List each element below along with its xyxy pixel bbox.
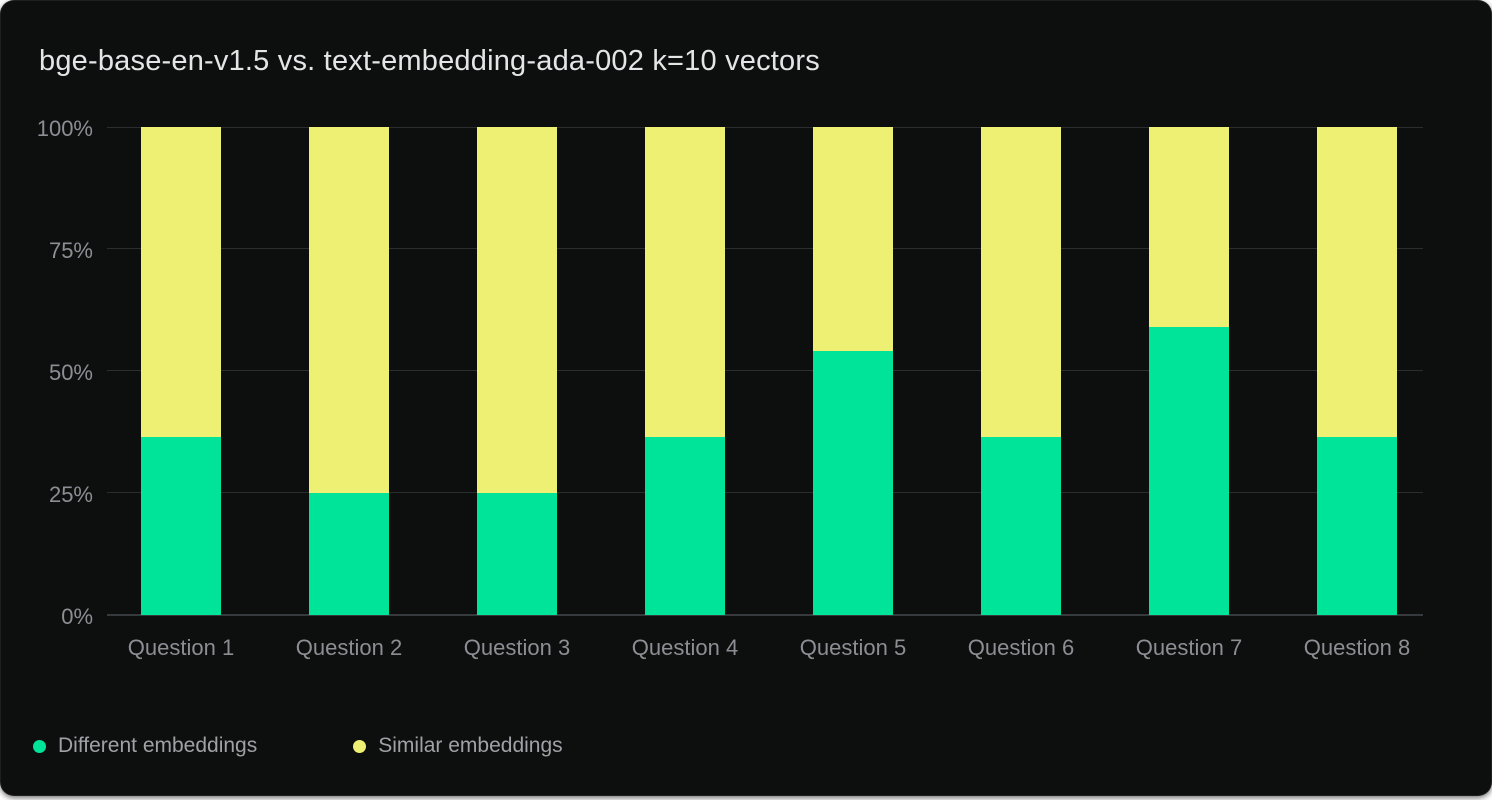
bar-question-7-similar-segment[interactable] xyxy=(1149,127,1229,327)
bar-question-7-different-segment[interactable] xyxy=(1149,326,1229,615)
legend-label-similar-embeddings: Similar embeddings xyxy=(378,734,563,757)
x-axis-tick-question-2: Question 2 xyxy=(295,635,403,660)
bar-question-1-similar-segment[interactable] xyxy=(141,127,221,437)
x-axis-tick-question-4: Question 4 xyxy=(631,635,739,660)
gridline-0pct xyxy=(107,613,1423,616)
x-axis-tick-question-8: Question 8 xyxy=(1303,635,1411,660)
bar-question-6[interactable] xyxy=(981,127,1061,615)
chart-title: bge-base-en-v1.5 vs. text-embedding-ada-… xyxy=(39,45,820,77)
bar-question-2-different-segment[interactable] xyxy=(309,492,389,615)
x-axis-tick-question-7: Question 7 xyxy=(1135,635,1243,660)
y-axis-tick-0pct: 0% xyxy=(61,603,93,629)
bar-question-3-different-segment[interactable] xyxy=(477,492,557,615)
y-axis-tick-25pct: 25% xyxy=(48,481,93,507)
bar-question-6-similar-segment[interactable] xyxy=(981,127,1061,437)
bar-question-4-different-segment[interactable] xyxy=(645,436,725,615)
gridline-25pct xyxy=(107,492,1423,494)
y-axis-tick-75pct: 75% xyxy=(48,237,93,263)
bar-question-1-different-segment[interactable] xyxy=(141,436,221,615)
x-axis-tick-question-6: Question 6 xyxy=(967,635,1075,660)
legend-item-similar-embeddings[interactable]: Similar embeddings xyxy=(353,734,563,758)
legend-dot-green-icon xyxy=(33,739,46,753)
bar-question-8-different-segment[interactable] xyxy=(1317,436,1397,615)
x-axis-tick-question-5: Question 5 xyxy=(799,635,907,660)
legend-label-different-embeddings: Different embeddings xyxy=(58,734,258,757)
bar-question-7[interactable] xyxy=(1149,127,1229,615)
y-axis-tick-50pct: 50% xyxy=(48,359,93,385)
legend: Different embeddings Similar embeddings xyxy=(33,734,563,758)
y-axis-tick-100pct: 100% xyxy=(36,116,93,141)
bar-question-3-similar-segment[interactable] xyxy=(477,127,557,493)
bar-question-8[interactable] xyxy=(1317,127,1397,615)
legend-dot-yellow-icon xyxy=(353,739,367,753)
x-axis-tick-question-1: Question 1 xyxy=(127,635,235,660)
bar-question-5-different-segment[interactable] xyxy=(813,351,893,615)
legend-item-different-embeddings[interactable]: Different embeddings xyxy=(33,734,257,758)
bar-question-5[interactable] xyxy=(813,127,893,615)
bar-question-2[interactable] xyxy=(309,127,389,615)
bar-question-5-similar-segment[interactable] xyxy=(813,127,893,352)
bar-question-8-similar-segment[interactable] xyxy=(1317,127,1397,437)
bar-question-3[interactable] xyxy=(477,127,557,615)
bar-question-1[interactable] xyxy=(141,127,221,615)
gridline-50pct xyxy=(107,370,1423,372)
bar-question-6-different-segment[interactable] xyxy=(981,436,1061,615)
bar-question-2-similar-segment[interactable] xyxy=(309,127,389,493)
gridline-75pct xyxy=(107,248,1423,250)
gridline-100pct xyxy=(107,126,1423,128)
bar-question-4-similar-segment[interactable] xyxy=(645,127,725,437)
x-axis-tick-question-3: Question 3 xyxy=(463,635,571,660)
bar-question-4[interactable] xyxy=(645,127,725,615)
